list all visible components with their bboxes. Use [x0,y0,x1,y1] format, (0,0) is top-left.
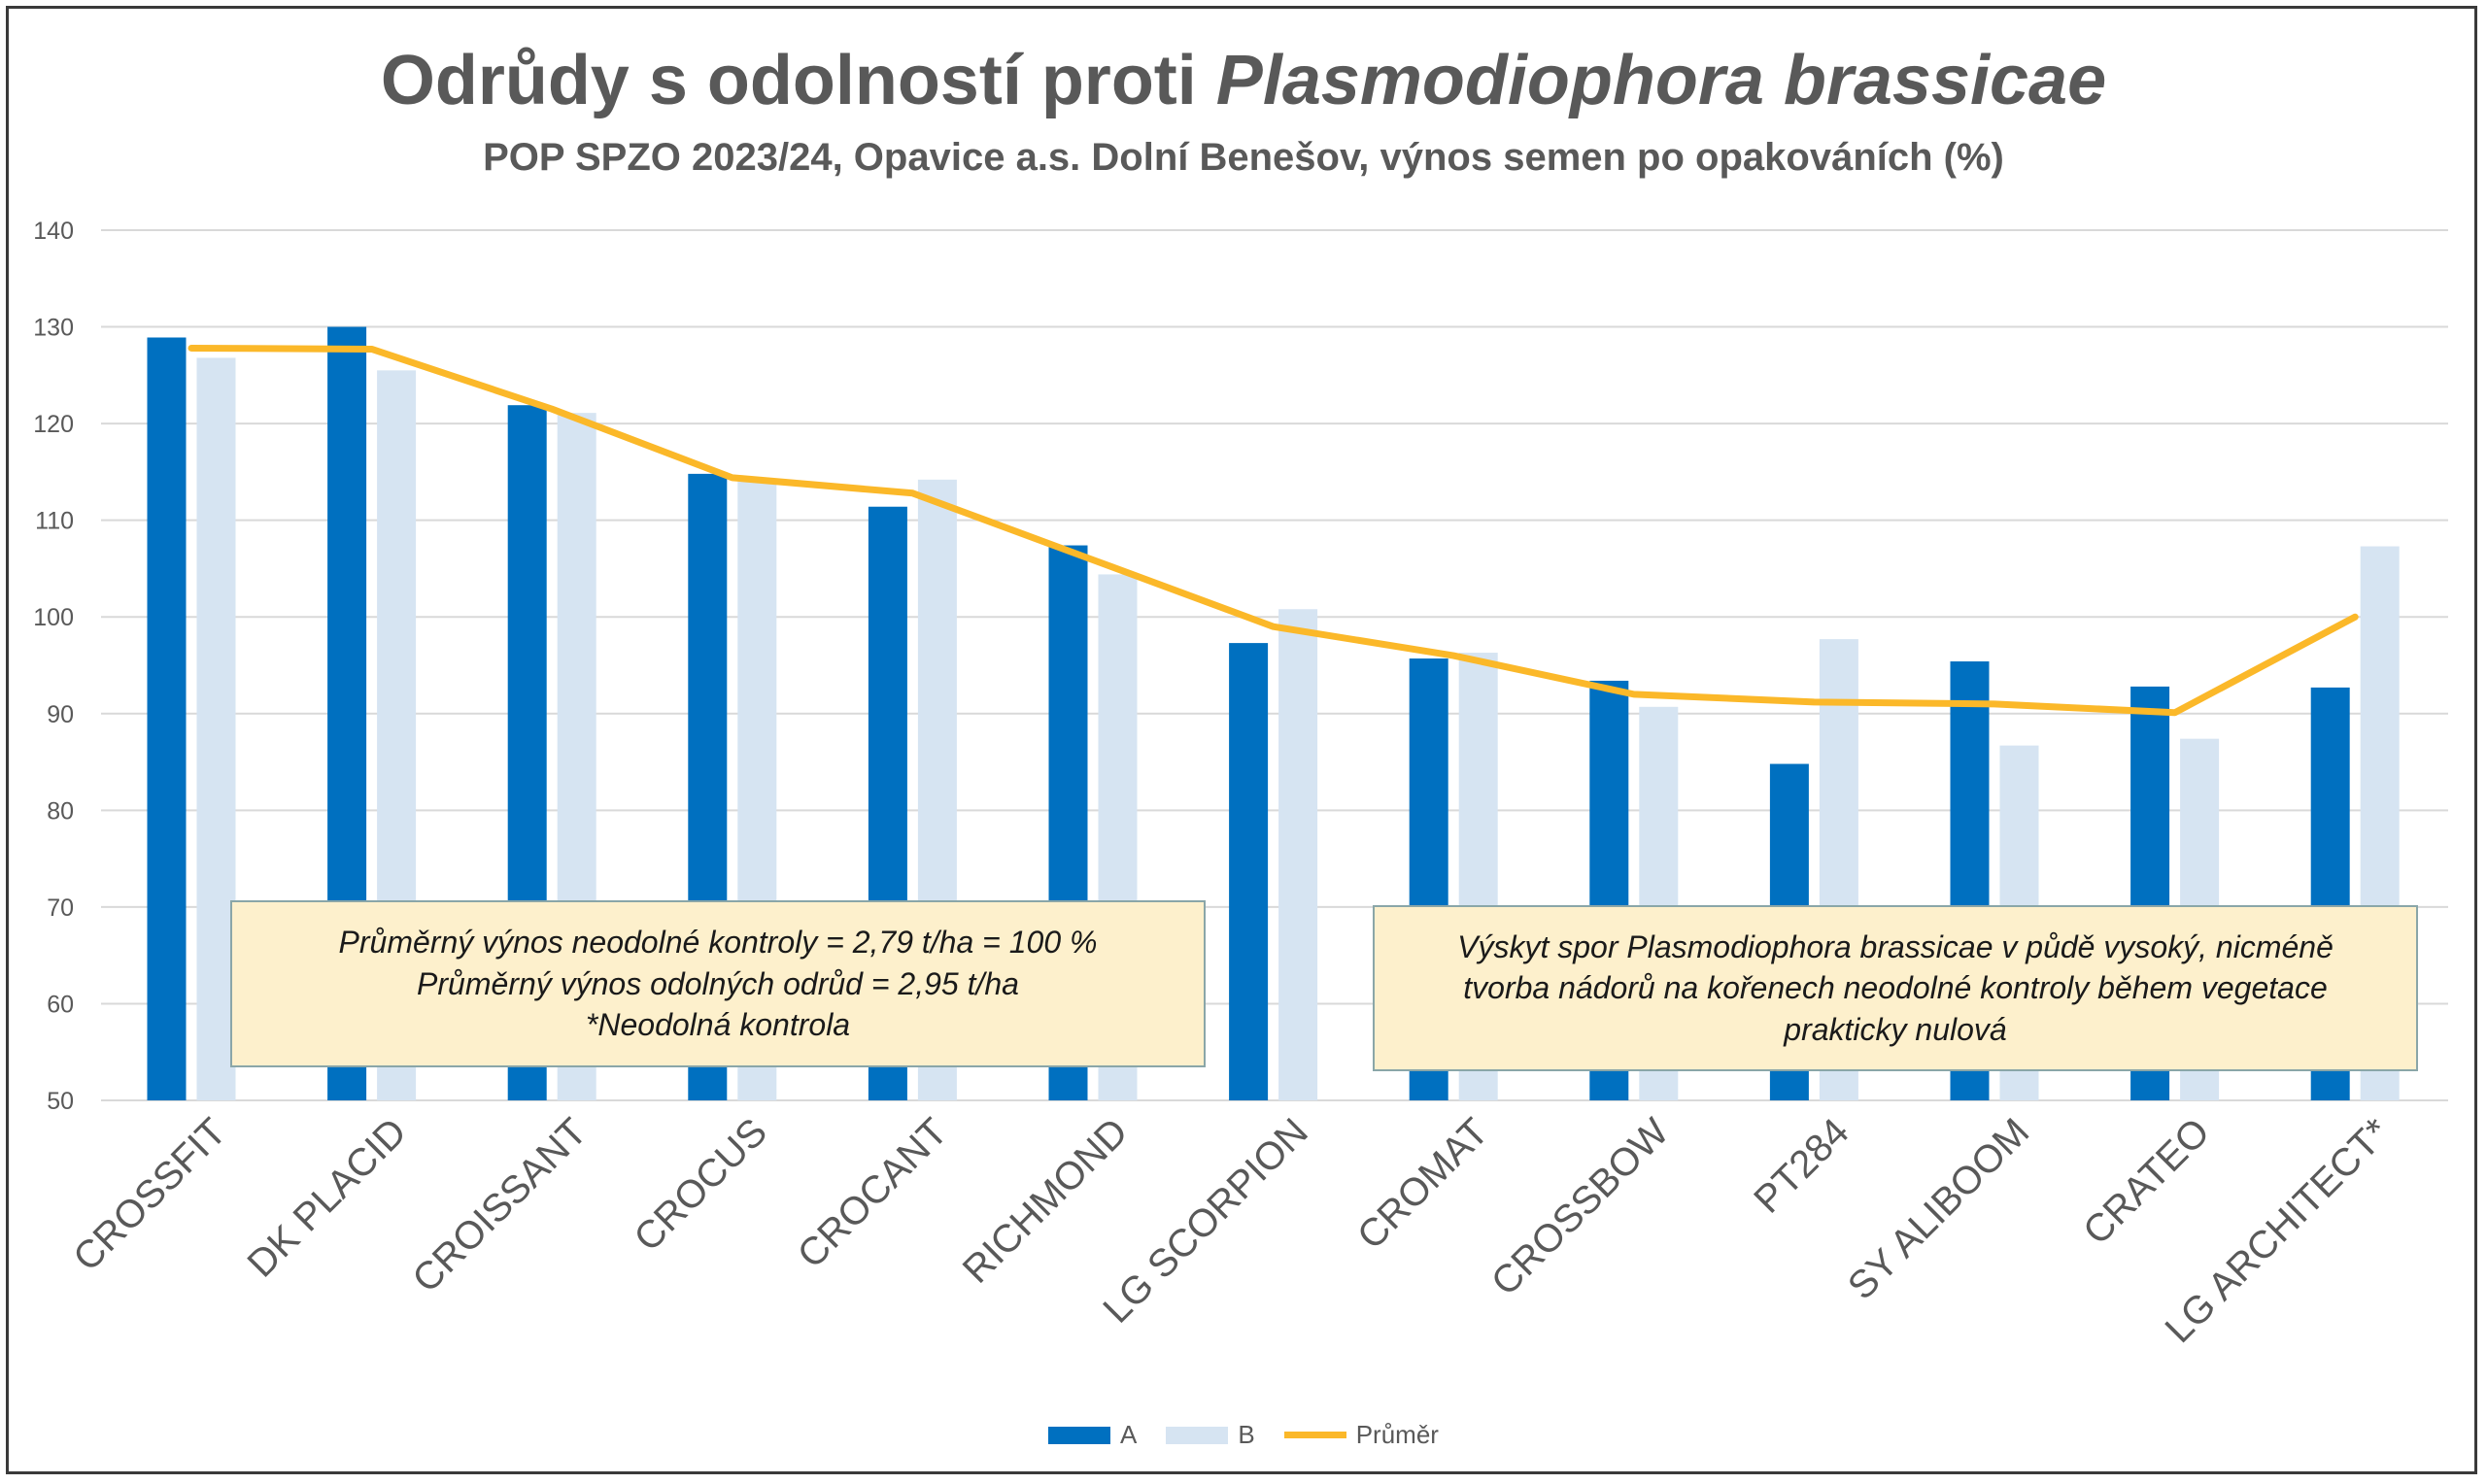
note-line: Průměrný výnos neodolné kontroly = 2,79 … [338,925,1098,961]
x-tick-label: PT284 [1746,1110,1857,1221]
title-main: Odrůdy s odolností proti [380,42,1216,119]
bar-a [1229,643,1269,1100]
y-tick-label: 110 [35,508,74,535]
mean-point [911,491,914,494]
bar-b [1278,609,1318,1100]
note-line: Průměrný výnos odolných odrůd = 2,95 t/h… [417,965,1019,1001]
y-tick-label: 70 [47,894,74,922]
title-italic: Plasmodiophora brassicae [1215,42,2107,119]
x-tick-label: CROSSBOW [1483,1110,1677,1303]
chart-title: Odrůdy s odolností proti Plasmodiophora … [0,41,2487,120]
y-tick-label: 90 [47,701,74,728]
legend-label-a: A [1120,1420,1138,1449]
chart-subtitle: POP SPZO 2023/24, Opavice a.s. Dolní Ben… [483,136,2004,179]
x-tick-label: DK PLACID [240,1110,415,1285]
x-tick-label: RICHMOND [955,1110,1137,1292]
mean-point [1632,692,1635,695]
mean-point [1452,655,1455,658]
y-tick-label: 50 [47,1088,74,1115]
note-control-yield: Průměrný výnos neodolné kontroly = 2,79 … [230,900,1206,1067]
bar-b [196,357,236,1100]
note-line: *Neodolná kontrola [585,1007,851,1043]
chart-legend: A B Průměr [0,1420,2487,1450]
legend-swatch-b [1166,1426,1229,1444]
x-tick-label: CROCANT [790,1110,956,1276]
legend-swatch-mean [1283,1432,1346,1438]
mean-point [370,348,373,351]
note-line: Výskyt spor Plasmodiophora brassicae v p… [1457,928,2334,964]
legend-label-b: B [1238,1420,1255,1449]
bar-a [147,337,187,1100]
legend-swatch-a [1048,1426,1111,1444]
mean-point [2354,616,2357,619]
x-tick-label: CROCUS [626,1110,775,1260]
x-tick-label: CROISSANT [404,1110,595,1300]
mean-point [2173,711,2176,714]
legend-item-mean: Průměr [1283,1420,1439,1450]
note-line: prakticky nulová [1784,1011,2007,1047]
mean-point [190,347,192,350]
y-tick-label: 80 [47,797,74,825]
mean-point [731,476,733,479]
y-tick-label: 60 [47,991,74,1018]
y-tick-label: 100 [33,604,74,631]
mean-point [551,408,554,411]
mean-point [1993,702,1995,705]
x-tick-label: CROMAT [1349,1110,1497,1258]
y-tick-label: 120 [33,411,74,438]
note-line: tvorba nádorů na kořenech neodolné kontr… [1463,970,2328,1006]
x-tick-label: CROSSFIT [65,1110,234,1279]
note-spore-occurrence: Výskyt spor Plasmodiophora brassicae v p… [1373,905,2418,1071]
mean-point [1813,700,1816,703]
mean-point [1272,625,1275,628]
y-tick-label: 130 [33,315,74,342]
mean-point [1092,558,1094,561]
x-tick-label: CRATEO [2075,1110,2218,1253]
legend-item-b: B [1166,1420,1255,1450]
x-tick-label: SY ALIBOOM [1840,1110,2038,1308]
legend-item-a: A [1048,1420,1137,1450]
y-tick-label: 140 [33,218,74,245]
legend-label-mean: Průměr [1355,1420,1439,1449]
